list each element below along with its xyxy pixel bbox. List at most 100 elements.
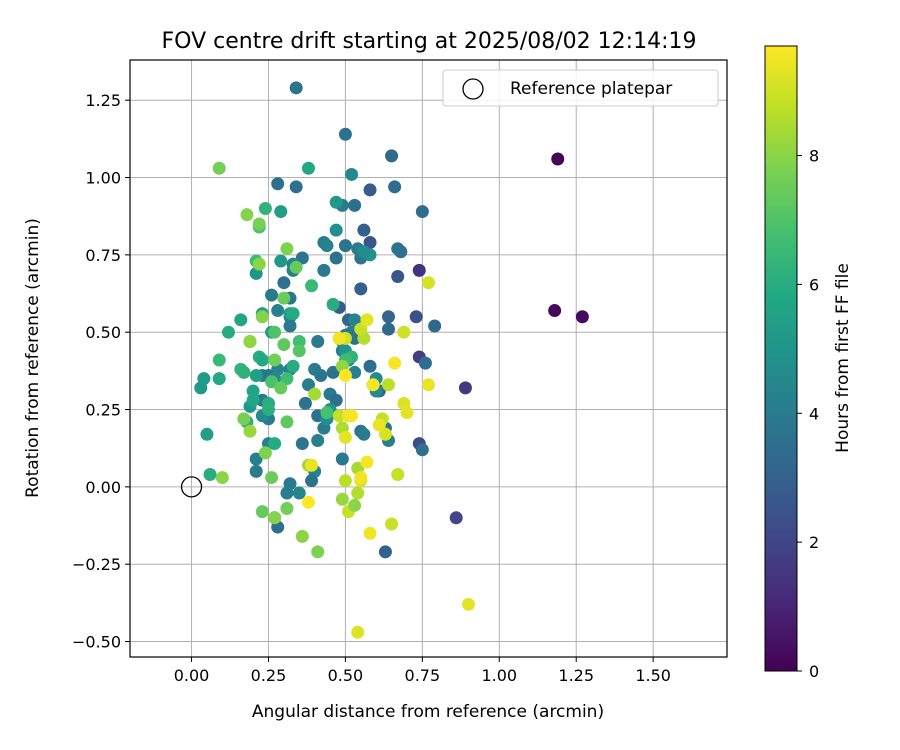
data-point bbox=[249, 464, 263, 478]
data-point bbox=[422, 276, 435, 290]
data-point bbox=[301, 495, 315, 509]
colorbar-ticks: 0 2 4 6 8 bbox=[797, 147, 819, 681]
data-point bbox=[308, 387, 322, 401]
data-point bbox=[274, 254, 288, 268]
x-tick-label: 1.50 bbox=[635, 666, 671, 685]
data-point bbox=[378, 545, 392, 559]
colorbar-tick-label: 4 bbox=[809, 404, 819, 423]
chart-title: FOV centre drift starting at 2025/08/02 … bbox=[162, 29, 697, 54]
data-point bbox=[329, 223, 343, 237]
y-tick-label: −0.50 bbox=[72, 633, 121, 652]
x-tick-label: 0.50 bbox=[328, 666, 364, 685]
data-point bbox=[317, 263, 331, 277]
data-point bbox=[274, 205, 288, 219]
data-point bbox=[252, 217, 266, 231]
data-point bbox=[289, 260, 303, 274]
data-point bbox=[265, 471, 279, 485]
data-point bbox=[326, 297, 340, 311]
data-point bbox=[240, 208, 254, 222]
data-point bbox=[215, 471, 229, 485]
reference-platepar-marker bbox=[180, 476, 203, 498]
data-point bbox=[354, 322, 368, 336]
y-tick-label: −0.25 bbox=[72, 555, 121, 574]
data-point bbox=[378, 427, 392, 441]
data-point bbox=[280, 502, 294, 516]
data-point bbox=[338, 369, 352, 383]
data-point bbox=[197, 372, 211, 386]
data-point bbox=[246, 384, 260, 398]
data-point bbox=[261, 403, 275, 417]
data-point bbox=[338, 127, 352, 141]
x-tick-label: 0.00 bbox=[174, 666, 210, 685]
data-point bbox=[258, 446, 272, 460]
data-point bbox=[354, 282, 368, 296]
data-point bbox=[329, 251, 343, 265]
data-point bbox=[397, 325, 411, 339]
data-point bbox=[265, 375, 279, 389]
data-point bbox=[360, 455, 374, 469]
data-point bbox=[280, 372, 294, 386]
data-point bbox=[268, 353, 282, 367]
data-point bbox=[548, 304, 562, 318]
data-point bbox=[348, 198, 362, 212]
data-point bbox=[320, 406, 334, 420]
data-point bbox=[237, 365, 251, 379]
data-point bbox=[249, 369, 263, 383]
data-point bbox=[391, 467, 405, 481]
data-point bbox=[320, 239, 334, 253]
data-point bbox=[249, 452, 263, 466]
data-point bbox=[412, 263, 426, 277]
data-point bbox=[385, 149, 399, 163]
data-point bbox=[332, 409, 346, 423]
data-point bbox=[212, 161, 226, 175]
data-point bbox=[335, 452, 349, 466]
data-point bbox=[357, 223, 371, 237]
data-point bbox=[357, 427, 371, 441]
x-tick-label: 0.75 bbox=[405, 666, 441, 685]
data-point bbox=[335, 492, 349, 506]
data-point bbox=[418, 356, 432, 370]
data-point bbox=[329, 393, 343, 407]
data-point bbox=[268, 511, 282, 525]
data-point bbox=[348, 331, 362, 345]
data-point bbox=[575, 310, 589, 324]
data-point bbox=[338, 474, 352, 488]
data-point bbox=[295, 529, 309, 543]
y-axis-ticks: −0.50 −0.25 0.00 0.25 0.50 0.75 1.00 1.25 bbox=[72, 91, 130, 652]
data-point bbox=[265, 288, 279, 302]
data-point bbox=[449, 511, 463, 525]
data-point bbox=[314, 369, 328, 383]
data-point bbox=[394, 245, 408, 259]
data-point bbox=[415, 443, 429, 457]
data-point bbox=[360, 313, 374, 327]
y-tick-label: 1.00 bbox=[85, 169, 121, 188]
x-axis-ticks: 0.00 0.25 0.50 0.75 1.00 1.25 1.50 bbox=[174, 657, 671, 685]
data-point bbox=[388, 356, 402, 370]
data-point bbox=[274, 381, 288, 395]
data-point bbox=[283, 319, 297, 333]
data-point bbox=[203, 467, 217, 481]
colorbar-tick-label: 2 bbox=[809, 533, 819, 552]
colorbar: 0 2 4 6 8 Hours from first FF file bbox=[764, 45, 853, 681]
y-tick-label: 0.50 bbox=[85, 323, 121, 342]
y-tick-label: 0.25 bbox=[85, 401, 121, 420]
data-point bbox=[311, 545, 325, 559]
data-point bbox=[363, 526, 377, 540]
data-point bbox=[381, 310, 395, 324]
data-point bbox=[462, 597, 476, 611]
data-point bbox=[295, 437, 309, 451]
data-point bbox=[280, 486, 294, 500]
data-point bbox=[271, 177, 285, 191]
data-point bbox=[237, 412, 251, 426]
data-point bbox=[289, 81, 303, 95]
data-point bbox=[212, 353, 226, 367]
legend-box bbox=[442, 69, 719, 107]
y-tick-label: 0.00 bbox=[85, 478, 121, 497]
data-point bbox=[357, 245, 371, 259]
data-point bbox=[311, 433, 325, 447]
data-point bbox=[345, 409, 359, 423]
data-point bbox=[295, 251, 309, 265]
data-point bbox=[332, 331, 346, 345]
